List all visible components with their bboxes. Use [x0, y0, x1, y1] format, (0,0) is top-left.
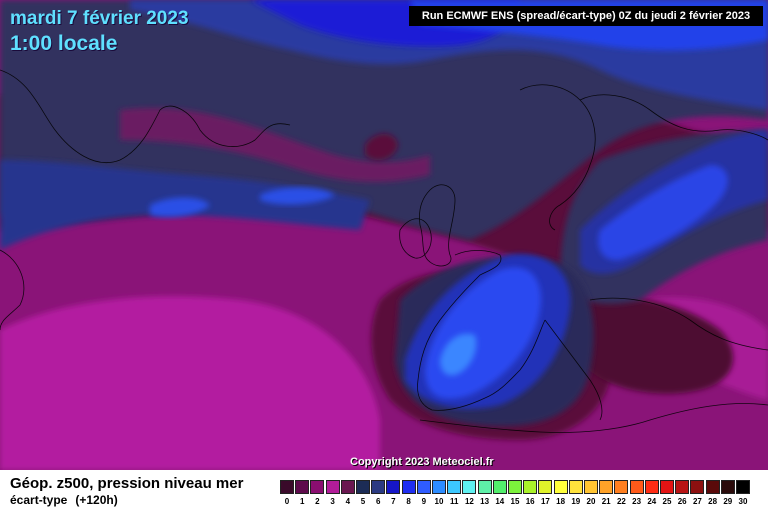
legend-swatch: [705, 480, 720, 494]
legend-swatch: [720, 480, 735, 494]
variable-name: écart-type: [10, 493, 68, 507]
coastlines: [0, 69, 768, 433]
run-info: Run ECMWF ENS (spread/écart-type) 0Z du …: [409, 6, 763, 26]
legend-tick: 1: [299, 497, 305, 506]
legend-swatch: [295, 480, 310, 494]
variable-title: Géop. z500, pression niveau mer: [10, 475, 244, 492]
legend-tick: 9: [421, 497, 427, 506]
legend-swatch: [675, 480, 690, 494]
legend-swatch: [736, 480, 750, 494]
legend-swatch: [401, 480, 416, 494]
legend-tick: 21: [601, 497, 611, 506]
legend-tick: 20: [586, 497, 596, 506]
legend-tick: 23: [632, 497, 642, 506]
legend-tick: 4: [345, 497, 351, 506]
legend-swatch: [386, 480, 401, 494]
legend-swatch: [310, 480, 325, 494]
variable-subtitle: écart-type (+120h): [10, 493, 118, 507]
footer: Géop. z500, pression niveau mer écart-ty…: [0, 470, 768, 512]
legend-swatch: [523, 480, 538, 494]
legend-tick: 28: [708, 497, 718, 506]
legend-swatch: [690, 480, 705, 494]
legend-tick: 12: [464, 497, 474, 506]
legend-swatch: [553, 480, 568, 494]
legend-tick: 5: [360, 497, 366, 506]
legend-swatch: [447, 480, 462, 494]
legend-tick: 29: [723, 497, 733, 506]
legend-tick: 19: [571, 497, 581, 506]
lead-time: (+120h): [75, 493, 118, 507]
legend-tick: 8: [406, 497, 411, 506]
legend-swatch: [371, 480, 386, 494]
legend-tick: 11: [449, 497, 459, 506]
legend-swatch: [584, 480, 598, 494]
legend-tick: 10: [434, 497, 444, 506]
legend-swatch: [325, 480, 340, 494]
legend-swatch: [492, 480, 507, 494]
legend-tick: 26: [677, 497, 687, 506]
legend-tick: 0: [284, 497, 290, 506]
legend-tick: 15: [510, 497, 520, 506]
legend-swatch: [280, 480, 294, 494]
legend-swatch: [614, 480, 629, 494]
legend-swatch: [432, 480, 446, 494]
legend-swatch: [644, 480, 659, 494]
copyright: Copyright 2023 Meteociel.fr: [350, 456, 494, 468]
legend-tick: 13: [480, 497, 490, 506]
legend-tick: 2: [315, 497, 320, 506]
legend-swatch: [356, 480, 370, 494]
legend-tick: 30: [738, 497, 748, 506]
legend-swatch: [660, 480, 674, 494]
legend-tick: 14: [495, 497, 505, 506]
spread-map: [0, 0, 768, 470]
legend-swatch: [599, 480, 614, 494]
legend-swatch: [462, 480, 477, 494]
legend-tick: 25: [662, 497, 672, 506]
legend-swatch: [477, 480, 492, 494]
legend-tick: 24: [647, 497, 657, 506]
legend-swatch: [340, 480, 355, 494]
legend-tick: 3: [330, 497, 335, 506]
legend-swatch: [416, 480, 431, 494]
forecast-date: mardi 7 février 2023: [10, 8, 189, 29]
legend-tick: 22: [616, 497, 626, 506]
legend-tick: 16: [525, 497, 535, 506]
legend-tick: 6: [375, 497, 381, 506]
forecast-time: 1:00 locale: [10, 32, 118, 55]
legend-tick: 17: [540, 497, 550, 506]
legend-swatch: [568, 480, 583, 494]
legend-swatch: [629, 480, 644, 494]
legend-tick: 7: [391, 497, 396, 506]
legend-tick: 27: [692, 497, 702, 506]
legend-swatch: [538, 480, 553, 494]
legend-tick: 18: [556, 497, 566, 506]
color-scale: 0 1 2 3 4 5 6 7 8 9 10 11 12 13 14 15 16 17 18 19 20 21 22 23 24…: [280, 480, 750, 510]
legend-swatch: [508, 480, 522, 494]
